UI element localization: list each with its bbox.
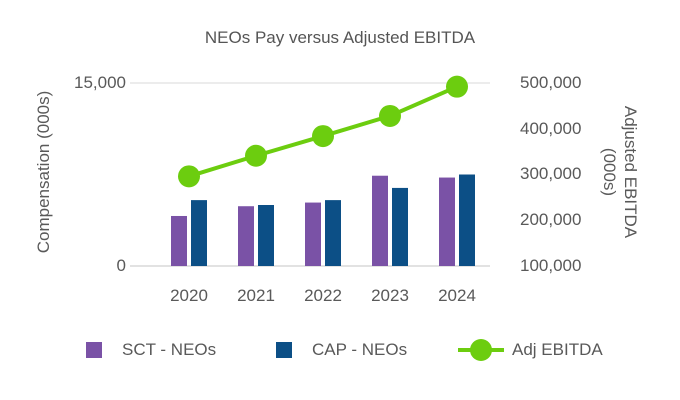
ebitda-line-layer <box>178 75 468 188</box>
x-tick-label-2021: 2021 <box>237 286 275 305</box>
y2-axis-title-line2: (000s) <box>600 147 619 197</box>
legend-item-sct: SCT - NEOs <box>86 338 216 362</box>
y2-tick-label-300000: 300,000 <box>520 164 582 183</box>
chart-legend: SCT - NEOs CAP - NEOs Adj EBITDA <box>0 338 680 362</box>
x-tick-label-2022: 2022 <box>304 286 342 305</box>
x-tick-label-2020: 2020 <box>170 286 208 305</box>
bar-sct-2024 <box>439 177 455 266</box>
bar-sct-2023 <box>372 175 388 266</box>
y2-tick-label-200000: 200,000 <box>520 210 582 229</box>
y2-tick-label-100000: 100,000 <box>520 256 582 275</box>
chart-title: NEOs Pay versus Adjusted EBITDA <box>204 28 476 47</box>
y2-tick-label-400000: 400,000 <box>520 119 582 138</box>
legend-item-ebitda: Adj EBITDA <box>458 338 603 362</box>
legend-line-marker <box>470 339 492 361</box>
bar-sct-2022 <box>305 202 321 266</box>
ebitda-point-2022 <box>312 125 334 148</box>
y2-tick-label-500000: 500,000 <box>520 73 582 92</box>
x-tick-label-2023: 2023 <box>371 286 409 305</box>
legend-item-cap: CAP - NEOs <box>276 338 407 362</box>
ebitda-point-2024 <box>446 75 468 98</box>
legend-label-sct: SCT - NEOs <box>122 340 217 359</box>
y2-axis-title-line1: Adjusted EBITDA <box>621 105 640 239</box>
legend-swatch-sct <box>86 342 102 358</box>
y1-tick-label-zero: 0 <box>116 256 126 275</box>
y2-axis-title: Adjusted EBITDA (000s) <box>599 106 641 238</box>
bar-sct-2020 <box>171 215 187 266</box>
y1-tick-label-top: 15,000 <box>74 73 126 92</box>
bar-cap-2020 <box>191 200 207 266</box>
ebitda-point-2021 <box>245 144 267 167</box>
legend-label-cap: CAP - NEOs <box>312 340 408 359</box>
bars-layer <box>171 174 475 266</box>
x-tick-label-2024: 2024 <box>438 286 476 305</box>
legend-label-ebitda: Adj EBITDA <box>512 340 603 359</box>
bar-cap-2024 <box>459 174 475 266</box>
legend-line-ebitda <box>458 338 504 362</box>
y1-axis-title: Compensation (000s) <box>34 90 53 254</box>
bar-cap-2021 <box>258 205 274 266</box>
ebitda-point-2023 <box>379 104 401 127</box>
bar-sct-2021 <box>238 206 254 266</box>
ebitda-point-2020 <box>178 165 200 188</box>
legend-swatch-cap <box>276 342 292 358</box>
bar-cap-2022 <box>325 200 341 266</box>
bar-cap-2023 <box>392 187 408 266</box>
